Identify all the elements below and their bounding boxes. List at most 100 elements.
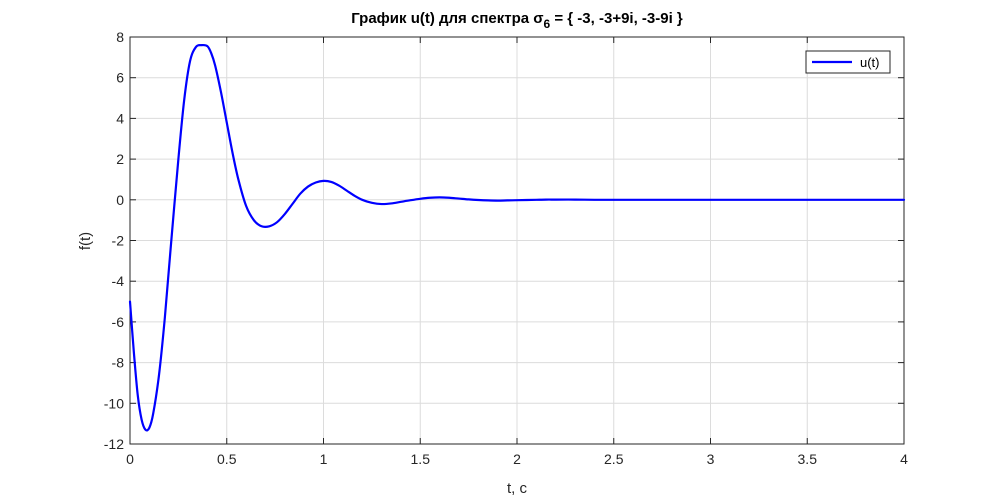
data-point xyxy=(129,300,131,303)
legend-label-u: u(t) xyxy=(860,55,880,70)
data-point xyxy=(864,199,866,201)
y-tick-label: -12 xyxy=(104,436,124,452)
x-tick-label: 2 xyxy=(513,451,521,467)
data-point xyxy=(419,198,421,200)
data-point xyxy=(903,199,905,201)
series-points xyxy=(129,44,905,431)
y-tick-label: -4 xyxy=(112,273,125,289)
data-point xyxy=(506,199,508,202)
data-point xyxy=(245,205,247,207)
data-point xyxy=(346,190,348,192)
data-point xyxy=(141,418,143,421)
data-point xyxy=(448,197,450,199)
chart-title: График u(t) для спектра σ6 = { -3, -3+9i… xyxy=(351,10,683,31)
data-point xyxy=(671,199,673,201)
data-point xyxy=(429,197,431,199)
y-tick-label: 4 xyxy=(116,110,124,126)
data-point xyxy=(299,193,301,195)
data-point xyxy=(593,199,596,201)
data-point xyxy=(487,199,489,202)
y-tick-label: -10 xyxy=(104,395,124,411)
data-point xyxy=(214,64,216,67)
y-tick-label: -6 xyxy=(112,314,125,330)
data-point xyxy=(226,121,228,124)
data-point xyxy=(748,199,750,201)
data-point xyxy=(390,202,392,205)
data-point xyxy=(206,45,208,47)
data-point xyxy=(170,248,172,250)
data-point xyxy=(253,219,255,221)
data-point xyxy=(709,199,712,201)
data-point xyxy=(133,351,135,354)
data-point xyxy=(613,199,615,201)
data-point xyxy=(144,429,147,431)
y-tick-label: 2 xyxy=(116,151,124,167)
data-point xyxy=(651,199,654,201)
y-tick-label: 6 xyxy=(116,70,124,86)
data-point xyxy=(158,374,160,376)
data-point xyxy=(787,199,789,201)
data-point xyxy=(380,203,383,205)
x-tick-label: 2.5 xyxy=(604,451,624,467)
data-point xyxy=(555,198,557,201)
y-axis-label: f(t) xyxy=(77,232,94,250)
data-point xyxy=(152,412,154,415)
data-point xyxy=(268,225,270,227)
x-tick-label: 4 xyxy=(900,451,908,467)
y-tick-label: 8 xyxy=(116,29,124,45)
data-point xyxy=(330,181,332,183)
x-tick-label: 0 xyxy=(126,451,134,467)
axis-ticks: 0 0.5 1 1.5 2 2.5 3 3.5 4 -12 -10 -8 -6 -4 -2 0 2 4 6 8 xyxy=(104,29,908,467)
data-point xyxy=(177,158,179,160)
data-point xyxy=(409,199,412,201)
data-point xyxy=(322,180,325,182)
data-point xyxy=(291,203,294,205)
data-point xyxy=(200,44,203,46)
data-point xyxy=(284,213,286,215)
x-tick-label: 1.5 xyxy=(411,451,431,467)
data-point xyxy=(468,198,470,200)
data-point xyxy=(189,60,191,63)
data-point xyxy=(210,52,212,54)
data-point xyxy=(260,225,263,227)
data-point xyxy=(338,184,340,187)
data-point xyxy=(276,221,278,223)
y-tick-label: -2 xyxy=(112,233,125,249)
data-point xyxy=(137,394,139,396)
data-point xyxy=(237,178,239,181)
data-point xyxy=(516,199,518,201)
data-point xyxy=(526,199,528,201)
x-tick-label: 1 xyxy=(320,451,328,467)
data-point xyxy=(220,91,222,93)
y-tick-label: 0 xyxy=(116,192,124,208)
legend[interactable]: u(t) xyxy=(805,50,891,74)
x-axis-label: t, c xyxy=(507,480,528,497)
x-tick-label: 3.5 xyxy=(798,451,818,467)
x-tick-label: 0.5 xyxy=(217,451,237,467)
data-point xyxy=(315,181,317,184)
x-tick-label: 3 xyxy=(707,451,715,467)
data-point xyxy=(195,46,197,48)
data-point xyxy=(307,185,309,188)
data-point xyxy=(400,201,402,203)
data-point xyxy=(826,199,828,201)
series-line-u xyxy=(128,43,906,432)
data-point xyxy=(497,200,499,202)
data-point xyxy=(535,199,537,201)
data-point xyxy=(148,427,150,429)
chart-title-rest: = { -3, -3+9i, -3-9i } xyxy=(550,10,683,27)
data-point xyxy=(361,199,363,201)
data-point xyxy=(231,152,234,154)
chart-title-subscript: 6 xyxy=(544,17,551,31)
chart-title-main: График u(t) для спектра σ xyxy=(351,10,543,27)
data-point xyxy=(574,198,576,201)
data-point xyxy=(439,196,441,198)
data-point xyxy=(353,195,356,197)
data-point xyxy=(458,197,460,200)
y-tick-label: -8 xyxy=(112,355,125,371)
data-point xyxy=(545,198,547,201)
data-point xyxy=(164,317,166,319)
data-point xyxy=(477,199,479,201)
data-point xyxy=(371,202,373,204)
